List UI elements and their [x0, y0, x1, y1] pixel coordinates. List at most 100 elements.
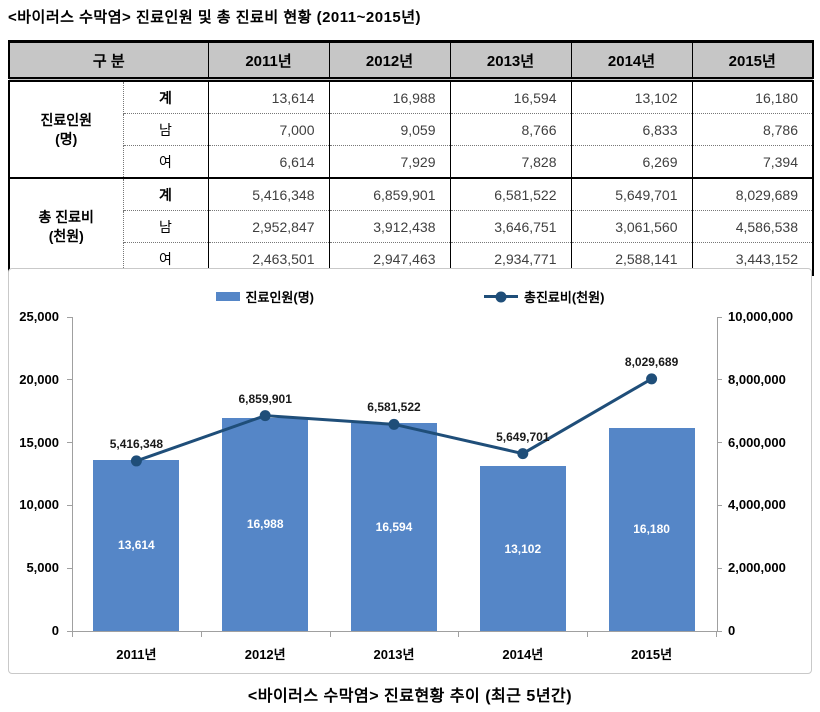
value-cell: 4,586,538	[691, 210, 813, 243]
value-cell: 2,952,847	[207, 210, 329, 243]
left-axis-tick-mark	[67, 379, 72, 381]
left-axis-tick-label: 20,000	[19, 371, 59, 387]
left-axis-tick-label: 5,000	[26, 560, 59, 576]
section-label-patients: 진료인원 (명)	[9, 79, 123, 178]
row-label-total: 계	[122, 177, 208, 211]
bar-2015년: 16,180	[608, 427, 695, 631]
value-cell: 5,649,701	[570, 177, 692, 211]
stats-table: 구 분 2011년 2012년 2013년 2014년 2015년 진료인원 (…	[8, 40, 814, 276]
x-axis-category-label: 2015년	[631, 647, 673, 662]
bar-data-label: 16,180	[633, 522, 670, 537]
left-axis-tick-label: 10,000	[19, 497, 59, 513]
x-axis-category-label: 2014년	[502, 647, 544, 662]
line-marker-2011년	[130, 455, 142, 467]
bar-series-swatch-icon	[215, 292, 240, 301]
value-cell: 8,786	[691, 113, 813, 146]
bar-2012년: 16,988	[222, 417, 309, 631]
left-axis-tick-label: 15,000	[19, 434, 59, 450]
bar-data-label: 16,988	[246, 517, 284, 532]
line-data-label: 8,029,689	[624, 354, 679, 369]
bar-data-label: 16,594	[375, 519, 413, 534]
section-label-text: 총 진료비	[38, 208, 94, 225]
line-data-label: 5,649,701	[496, 429, 550, 444]
line-data-label: 6,581,522	[367, 400, 421, 415]
left-axis-tick-mark	[67, 567, 72, 569]
value-cell: 3,646,751	[449, 210, 571, 243]
value-cell: 7,929	[328, 145, 450, 178]
table-header-row: 구 분 2011년 2012년 2013년 2014년 2015년	[9, 41, 813, 82]
bar-2014년: 13,102	[479, 466, 566, 631]
x-axis-category-label: 2012년	[244, 647, 286, 662]
x-axis-tick-mark	[587, 632, 589, 637]
page-title: <바이러스 수막염> 진료인원 및 총 진료비 현황 (2011~2015년)	[8, 9, 422, 26]
line-series-swatch-icon	[484, 291, 519, 302]
x-axis-tick-mark	[716, 632, 717, 637]
row-label-male: 남	[122, 113, 208, 146]
chart: 진료인원(명) 총진료비(천원) 0 5,000 10,000 15,000 20,00…	[8, 268, 812, 674]
column-header-category: 구 분	[9, 41, 208, 82]
column-header-2012: 2012년	[328, 41, 450, 82]
value-cell: 9,059	[328, 113, 450, 146]
x-axis-category-label: 2011년	[116, 647, 157, 662]
value-cell: 6,859,901	[328, 177, 450, 211]
bar-2011년: 13,614	[93, 460, 180, 631]
right-axis-tick-mark	[717, 442, 722, 444]
value-cell: 7,000	[207, 113, 329, 146]
right-axis-tick-mark	[717, 630, 722, 632]
legend-label: 총진료비(천원)	[524, 290, 605, 305]
right-axis-tick-mark	[717, 379, 722, 381]
value-cell: 16,594	[449, 79, 571, 114]
right-axis-tick-label: 8,000,000	[728, 371, 786, 387]
column-header-2011: 2011년	[207, 41, 329, 82]
chart-caption: <바이러스 수막염> 진료현황 추이 (최근 5년간)	[247, 688, 573, 705]
bar-2013년: 16,594	[351, 422, 437, 631]
table-row: 남 2,952,847 3,912,438 3,646,751 3,061,56…	[9, 210, 813, 243]
right-axis-tick-label: 6,000,000	[728, 434, 786, 450]
table-row: 총 진료비 (천원) 계 5,416,348 6,859,901 6,581,5…	[9, 177, 813, 275]
table-row: 진료인원 (명) 계 13,614 16,988 16,594 13,102 1…	[9, 79, 813, 178]
table-row: 남 7,000 9,059 8,766 6,833 8,786	[9, 113, 813, 146]
line-data-label: 6,859,901	[238, 391, 292, 406]
left-axis-tick-mark	[67, 504, 72, 506]
value-cell: 13,102	[570, 79, 692, 114]
right-axis-tick-mark	[717, 567, 722, 569]
bar-data-label: 13,102	[504, 541, 542, 556]
x-axis-tick-mark	[200, 632, 202, 637]
line-marker-2013년	[388, 418, 400, 430]
right-axis-tick-mark	[717, 504, 722, 506]
line-marker-icon	[495, 291, 507, 302]
left-axis-tick-mark	[67, 630, 72, 632]
row-label-female: 여	[122, 145, 208, 178]
left-axis-tick-mark	[67, 316, 72, 318]
column-header-2014: 2014년	[570, 41, 692, 82]
value-cell: 6,581,522	[449, 177, 571, 211]
value-cell: 6,614	[207, 145, 329, 178]
legend-label: 진료인원(명)	[245, 290, 315, 305]
right-axis-tick-label: 10,000,000	[728, 309, 794, 324]
value-cell: 6,833	[570, 113, 692, 146]
line-marker-2014년	[517, 448, 529, 460]
right-axis-tick-label: 4,000,000	[728, 497, 786, 513]
value-cell: 7,828	[449, 145, 571, 178]
section-unit-text: (천원)	[48, 227, 84, 244]
legend-item-cost: 총진료비(천원)	[484, 287, 604, 306]
value-cell: 16,988	[328, 79, 450, 114]
row-label-total: 계	[122, 79, 208, 114]
x-axis-tick-mark	[72, 632, 73, 637]
section-label-text: 진료인원	[40, 111, 93, 128]
table-row: 여 6,614 7,929 7,828 6,269 7,394	[9, 145, 813, 178]
line-series	[130, 373, 658, 467]
row-label-male: 남	[122, 210, 208, 243]
bar-data-label: 13,614	[118, 538, 155, 553]
line-marker-2012년	[259, 410, 271, 422]
right-axis-tick-label: 0	[728, 623, 736, 638]
chart-legend: 진료인원(명) 총진료비(천원)	[9, 287, 811, 306]
right-axis-tick-mark	[717, 316, 722, 318]
value-cell: 3,912,438	[328, 210, 450, 243]
x-axis-tick-mark	[329, 632, 331, 637]
column-header-2015: 2015년	[691, 41, 813, 82]
line-data-label: 5,416,348	[109, 436, 164, 451]
right-axis-tick-label: 2,000,000	[728, 560, 786, 576]
x-axis-tick-mark	[458, 632, 460, 637]
column-header-2013: 2013년	[449, 41, 571, 82]
